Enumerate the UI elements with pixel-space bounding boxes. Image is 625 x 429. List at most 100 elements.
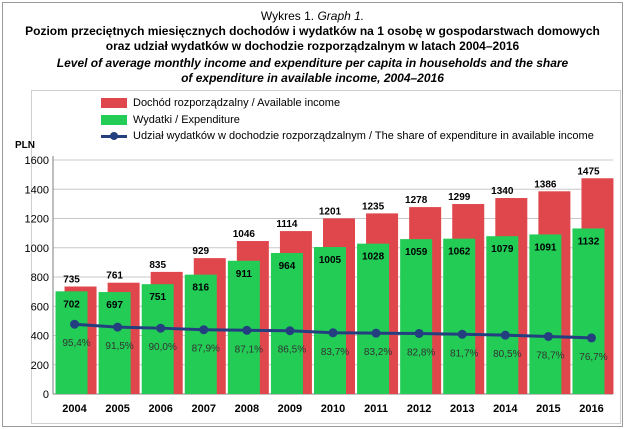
y-tick-label: 1000 bbox=[25, 243, 49, 255]
share-marker bbox=[371, 328, 381, 338]
share-value-label: 87,1% bbox=[235, 344, 263, 355]
y-tick-label: 800 bbox=[31, 272, 49, 284]
y-axis-unit: PLN bbox=[15, 140, 35, 151]
expenditure-bar bbox=[98, 292, 131, 394]
expenditure-value-label: 702 bbox=[63, 299, 80, 310]
share-marker bbox=[414, 328, 424, 338]
legend-label-expenditure: Wydatki / Expenditure bbox=[133, 114, 240, 126]
expenditure-bar bbox=[400, 239, 433, 394]
x-tick-label: 2015 bbox=[536, 403, 560, 415]
x-tick-label: 2007 bbox=[192, 403, 216, 415]
share-value-label: 80,5% bbox=[493, 349, 521, 360]
x-tick-label: 2009 bbox=[278, 403, 302, 415]
legend-swatch-expenditure bbox=[101, 115, 127, 125]
legend-item-expenditure: Wydatki / Expenditure bbox=[101, 113, 240, 127]
chart-title-pl-2: oraz udział wydatków w dochodzie rozporz… bbox=[105, 39, 520, 53]
share-value-label: 87,9% bbox=[192, 344, 220, 355]
title-pl-number: Wykres 1. bbox=[260, 9, 315, 23]
expenditure-bar bbox=[357, 243, 390, 394]
income-value-label: 735 bbox=[63, 275, 80, 286]
share-marker bbox=[586, 333, 596, 343]
income-value-label: 1386 bbox=[534, 179, 557, 190]
income-value-label: 929 bbox=[192, 246, 209, 257]
y-tick-label: 1200 bbox=[25, 214, 49, 226]
share-marker bbox=[457, 329, 467, 339]
share-value-label: 83,7% bbox=[321, 347, 349, 358]
expenditure-value-label: 1059 bbox=[405, 247, 428, 258]
x-tick-label: 2014 bbox=[493, 403, 518, 415]
x-tick-label: 2006 bbox=[148, 403, 172, 415]
chart-title-number: Wykres 1. Graph 1. bbox=[3, 9, 622, 23]
y-tick-label: 1400 bbox=[25, 184, 49, 196]
share-marker bbox=[242, 325, 252, 335]
expenditure-bar bbox=[443, 238, 476, 394]
legend-label-income: Dochód rozporządzalny / Available income bbox=[133, 97, 341, 109]
share-marker bbox=[328, 328, 338, 338]
expenditure-value-label: 697 bbox=[106, 300, 123, 311]
expenditure-value-label: 816 bbox=[192, 283, 209, 294]
expenditure-value-label: 751 bbox=[149, 292, 166, 303]
y-tick-label: 1600 bbox=[25, 155, 49, 167]
income-value-label: 1114 bbox=[276, 219, 298, 230]
expenditure-value-label: 1062 bbox=[448, 247, 471, 258]
income-value-label: 1201 bbox=[319, 206, 342, 217]
x-tick-label: 2013 bbox=[450, 403, 474, 415]
x-tick-label: 2016 bbox=[579, 403, 603, 415]
legend-label-share: Udział wydatków w dochodzie rozporządzal… bbox=[133, 130, 594, 142]
title-en-number: Graph 1. bbox=[317, 9, 365, 23]
expenditure-value-label: 1132 bbox=[578, 236, 600, 247]
expenditure-value-label: 964 bbox=[279, 261, 296, 272]
chart-title-en-2: of expenditure in available income, 2004… bbox=[181, 71, 444, 85]
legend-swatch-income bbox=[101, 98, 127, 108]
share-marker bbox=[500, 330, 510, 340]
share-value-label: 86,5% bbox=[278, 345, 306, 356]
share-value-label: 83,2% bbox=[364, 347, 392, 358]
y-tick-label: 200 bbox=[31, 360, 49, 372]
share-value-label: 82,8% bbox=[407, 347, 435, 358]
chart-plot: 0 200 400 600 800 1000 1200 1400 1600 735 702 2004 7… bbox=[25, 155, 614, 415]
share-marker bbox=[543, 331, 553, 341]
expenditure-bar bbox=[529, 234, 562, 394]
share-value-label: 78,7% bbox=[536, 350, 564, 361]
income-value-label: 1340 bbox=[491, 186, 514, 197]
expenditure-value-label: 1091 bbox=[534, 242, 557, 253]
share-marker bbox=[70, 319, 80, 329]
x-tick-label: 2012 bbox=[407, 403, 431, 415]
income-value-label: 1278 bbox=[405, 195, 428, 206]
expenditure-value-label: 911 bbox=[236, 269, 253, 280]
x-tick-label: 2011 bbox=[364, 403, 388, 415]
expenditure-bar bbox=[141, 284, 174, 394]
income-value-label: 1475 bbox=[577, 166, 600, 177]
x-tick-label: 2008 bbox=[235, 403, 259, 415]
expenditure-value-label: 1079 bbox=[491, 244, 514, 255]
share-marker bbox=[199, 325, 209, 335]
legend-swatch-share bbox=[101, 131, 127, 141]
y-tick-label: 400 bbox=[31, 331, 49, 343]
x-tick-label: 2004 bbox=[62, 403, 87, 415]
chart-title-pl-1: Poziom przeciętnych miesięcznych dochodó… bbox=[25, 24, 600, 38]
expenditure-bar bbox=[314, 247, 346, 394]
legend-item-income: Dochód rozporządzalny / Available income bbox=[101, 96, 340, 110]
income-value-label: 1235 bbox=[362, 201, 385, 212]
expenditure-bar bbox=[270, 253, 303, 394]
expenditure-value-label: 1005 bbox=[319, 255, 342, 266]
share-marker bbox=[113, 322, 123, 332]
income-value-label: 1299 bbox=[448, 192, 471, 203]
y-tick-label: 600 bbox=[31, 301, 49, 313]
income-value-label: 1046 bbox=[233, 229, 256, 240]
expenditure-bar bbox=[184, 274, 217, 394]
y-tick-label: 0 bbox=[43, 389, 49, 401]
share-value-label: 76,7% bbox=[579, 352, 607, 363]
x-tick-label: 2005 bbox=[105, 403, 129, 415]
share-value-label: 95,4% bbox=[62, 338, 90, 349]
share-value-label: 81,7% bbox=[450, 348, 478, 359]
share-value-label: 90,0% bbox=[149, 342, 177, 353]
chart-title-en-1: Level of average monthly income and expe… bbox=[56, 56, 569, 70]
income-value-label: 761 bbox=[106, 271, 123, 282]
income-value-label: 835 bbox=[149, 260, 166, 271]
legend-item-share: Udział wydatków w dochodzie rozporządzal… bbox=[101, 129, 594, 143]
x-tick-label: 2010 bbox=[321, 403, 345, 415]
share-value-label: 91,5% bbox=[105, 341, 133, 352]
expenditure-bar bbox=[55, 291, 88, 394]
